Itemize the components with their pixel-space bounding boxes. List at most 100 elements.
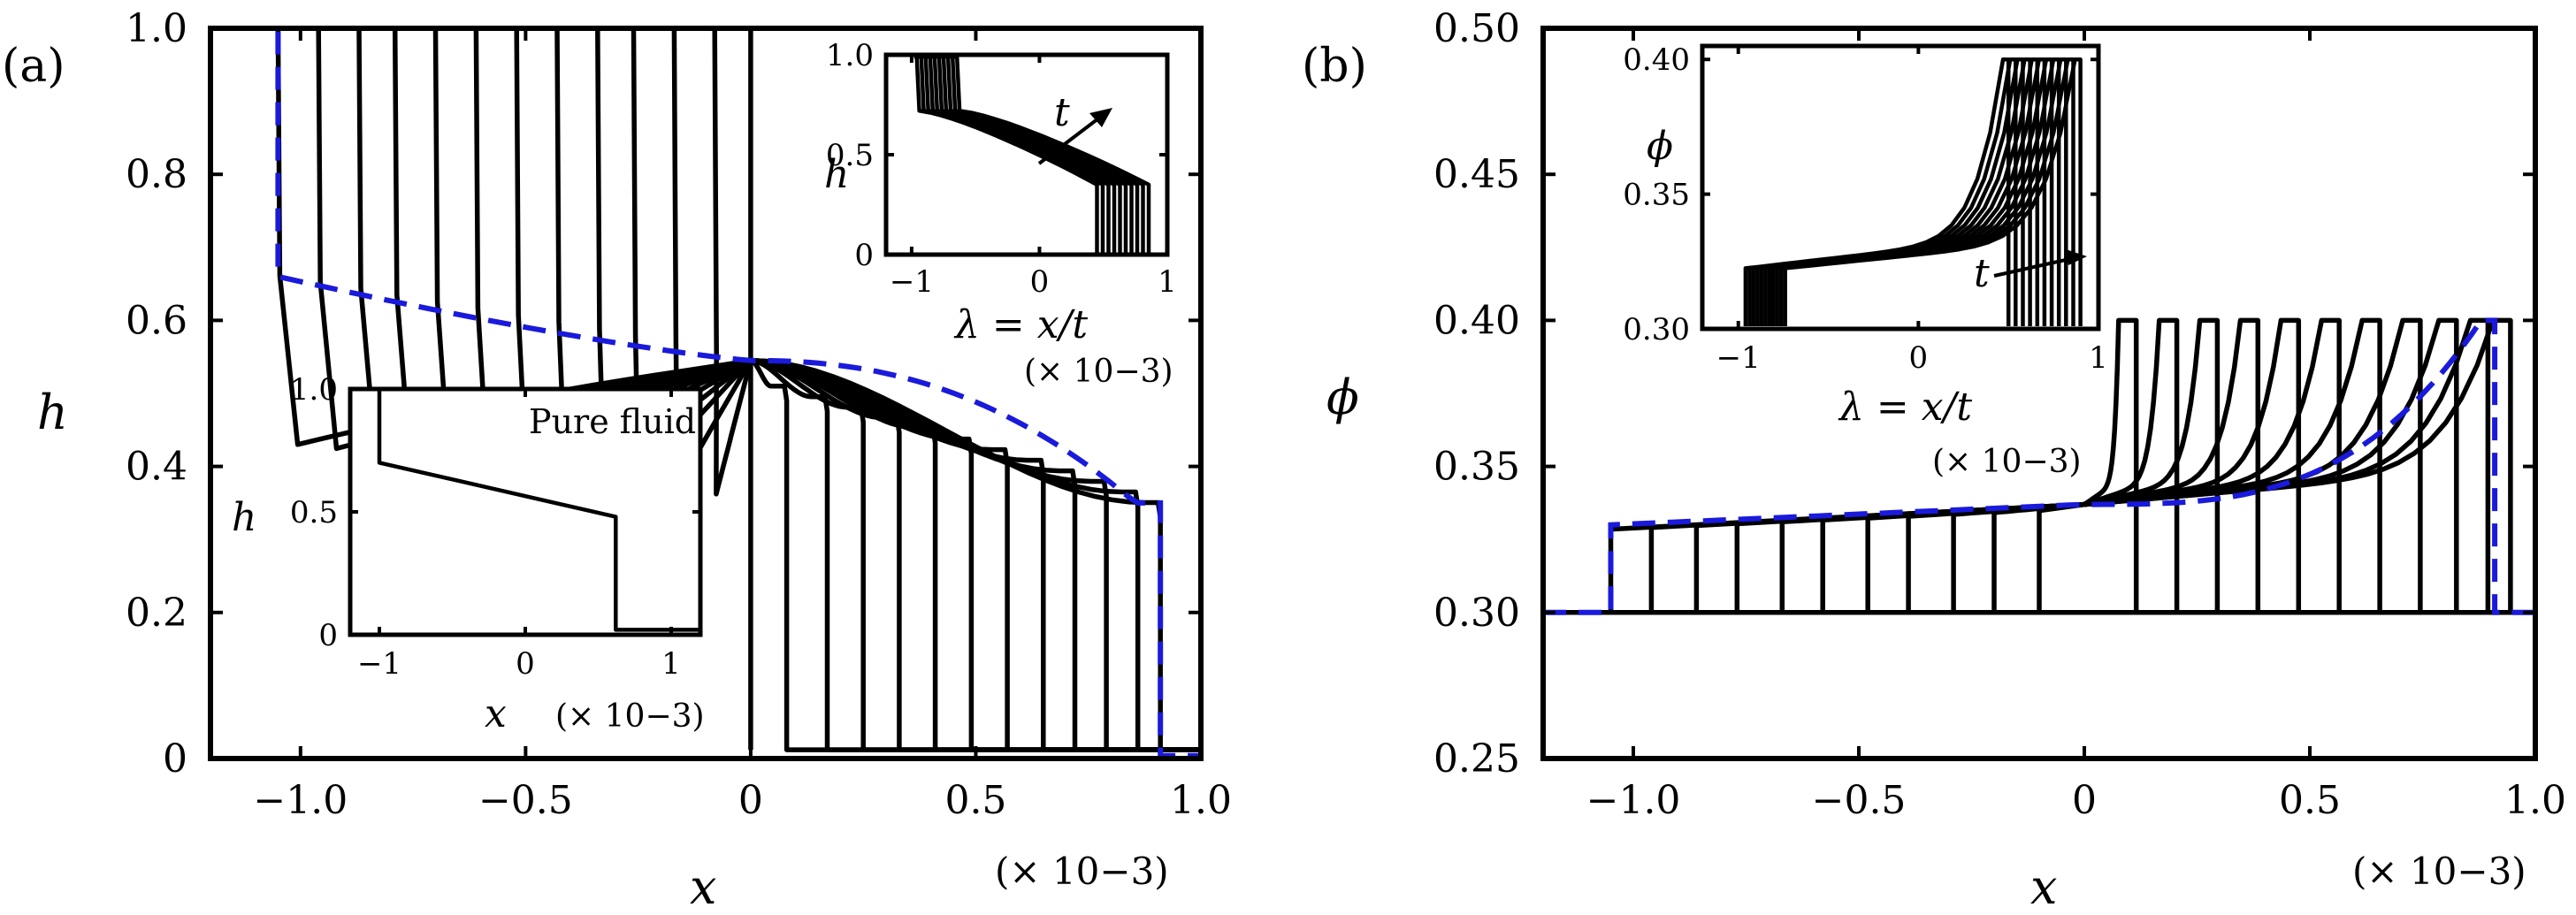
inset-left-x-tick-label: 0 [516,646,535,682]
panel-a-curve-right [750,358,1201,752]
inset-left-x-scale: (× 10−3) [555,698,705,735]
panel-a-curve-left [210,26,753,497]
panel-b-curve-left [1543,501,2085,615]
panel-b-inset: −1 0 1 0.30 0.35 0.40 t ϕ λ = x/t (× 10−3) [1623,42,2108,480]
inset-left-profile [350,386,700,632]
inset-b-x-tick-label: 0 [1909,340,1929,376]
panel-a-ylabel: h [37,385,68,440]
panel-a-inset-right: −1 0 1 0 0.5 1.0 t h λ = x/t (× 10−3) [824,38,1177,390]
panel-a-curve-right [750,358,1201,752]
inset-right-time-arrow [1037,111,1107,165]
panel-a-x-tick-label: −1.0 [253,778,348,823]
panel-a-curve-right [750,358,1201,752]
panel-a-y-tick-label: 1.0 [126,6,187,51]
panel-a-similarity-solution [210,26,1201,759]
panel-a-x-tick-label: −0.5 [478,778,573,823]
inset-b-curves [1743,57,2083,326]
panel-b-ticks: −1.0 −0.5 0 0.5 1.0 0.25 0.30 0.35 0.40 0.45 0.50 [1433,6,2566,823]
inset-left-xlabel: x [485,691,507,736]
inset-right-x-scale: (× 10−3) [1024,354,1173,390]
panel-a-x-tick-label: 0.5 [944,778,1006,823]
panel-a-curve-right [750,358,1201,752]
inset-b-arrow-label: t [1974,251,1990,296]
panel-a-x-tick-label: 1.0 [1170,778,1232,823]
inset-right-x-tick-label: −1 [890,264,934,300]
inset-left-y-tick-label: 0.5 [290,495,338,530]
inset-b-arrowhead-icon [2066,249,2087,265]
inset-right-x-tick-label: 0 [1030,264,1050,300]
inset-right-ticks: −1 0 1 0 0.5 1.0 [826,38,1177,300]
panel-b-y-tick-label: 0.45 [1433,152,1520,197]
panel-b-similarity-solution [1543,317,2535,615]
panel-a-curve-right [750,358,1201,752]
inset-b-ylabel: ϕ [1647,124,1673,169]
panel-b-x-tick-label: 0.5 [2279,778,2341,823]
panel-a-y-tick-label: 0.4 [126,445,187,490]
panel-a-curve-right [749,358,1201,752]
panel-b-xlabel: x [2030,859,2057,915]
panel-b-x-tick-label: 1.0 [2504,778,2566,823]
panel-a-curve-right [750,358,1201,752]
inset-right-y-tick-label: 0 [854,238,874,273]
inset-left-y-tick-label: 1.0 [290,372,338,408]
panel-b-curve-right [2083,317,2382,613]
inset-right-xlabel: λ = x/t [953,302,1088,347]
inset-right-curves [913,55,1151,255]
inset-right-x-tick-label: 1 [1158,264,1177,300]
inset-b-x-tick-label: 1 [2089,340,2108,376]
panel-b-y-tick-label: 0.40 [1433,298,1520,343]
panel-b-curve-right [2083,317,2513,613]
panel-b-label: (b) [1302,40,1367,93]
inset-right-arrowhead-icon [1089,108,1112,127]
inset-b-y-tick-label: 0.40 [1623,42,1690,78]
inset-b-y-tick-label: 0.30 [1623,312,1690,347]
inset-right-curve [954,55,1151,255]
inset-right-arrow-label: t [1054,90,1070,135]
inset-left-y-tick-label: 0 [318,618,338,653]
panel-a: −1.0 −0.5 0 0.5 1.000.20.40.60.81.0 (a) h x … [2,6,1232,915]
inset-b-time-arrow [1993,256,2075,278]
panel-b-x-tick-label: −0.5 [1812,778,1907,823]
panel-a-x-tick-label: 0 [738,778,763,823]
panel-a-curve-right [750,358,1201,752]
inset-left-ticks: −1 0 1 0 0.5 1.0 [290,372,700,682]
inset-b-x-tick-label: −1 [1716,340,1761,376]
panel-a-label: (a) [2,40,65,93]
panel-a-curve-right [750,358,1201,752]
panel-a-curve-right [750,358,1201,752]
panel-a-y-tick-label: 0.8 [126,152,187,197]
inset-b-y-tick-label: 0.35 [1623,178,1690,213]
inset-b-ticks: −1 0 1 0.30 0.35 0.40 [1623,42,2108,376]
panel-a-curve-right [750,358,1201,752]
panel-a-ticks: −1.0 −0.5 0 0.5 1.0 0 0.2 0.4 0.6 0.8 1.0 [126,6,1232,823]
inset-b-xlabel: λ = x/t [1838,385,1972,430]
panel-b-x-tick-label: −1.0 [1586,778,1681,823]
panel-b-y-tick-label: 0.35 [1433,445,1520,490]
panel-a-y-tick-label: 0.6 [126,298,187,343]
inset-right-y-tick-label: 1.0 [826,38,874,73]
panel-a-x-scale: (× 10−3) [995,850,1169,893]
panel-b-y-tick-label: 0.25 [1433,736,1520,782]
panel-b-x-scale: (× 10−3) [2352,850,2526,893]
panel-b-x-tick-label: 0 [2072,778,2097,823]
inset-b-x-scale: (× 10−3) [1932,444,2082,480]
inset-right-ylabel: h [824,152,849,197]
panel-a-xlabel: x [690,859,716,915]
inset-left-title: Pure fluid [529,402,696,441]
panel-a-y-tick-label: 0 [163,736,187,782]
panel-a-y-tick-label: 0.2 [126,591,187,636]
inset-left-x-tick-label: 1 [661,646,681,682]
inset-b-curve [1783,57,2083,326]
panel-a-curve-right [750,358,1201,752]
inset-right-y-tick-label: 0.5 [826,138,874,173]
inset-left-ylabel: h [232,495,256,540]
panel-a-inset-left: −1 0 1 0 0.5 1.0 Pure fluid h x (× 10−3) [232,372,705,736]
panel-b-y-tick-label: 0.30 [1433,591,1520,636]
panel-b-ylabel: ϕ [1326,370,1359,425]
panel-a-axes-frame [208,26,1204,761]
inset-left-frame [348,386,703,637]
panel-b-y-tick-label: 0.50 [1433,6,1520,51]
panel-b: −1.0 −0.5 0 0.5 1.00.250.300.350.400.450.50 … [1302,6,2566,915]
panel-b-axes-frame [1540,26,2538,761]
